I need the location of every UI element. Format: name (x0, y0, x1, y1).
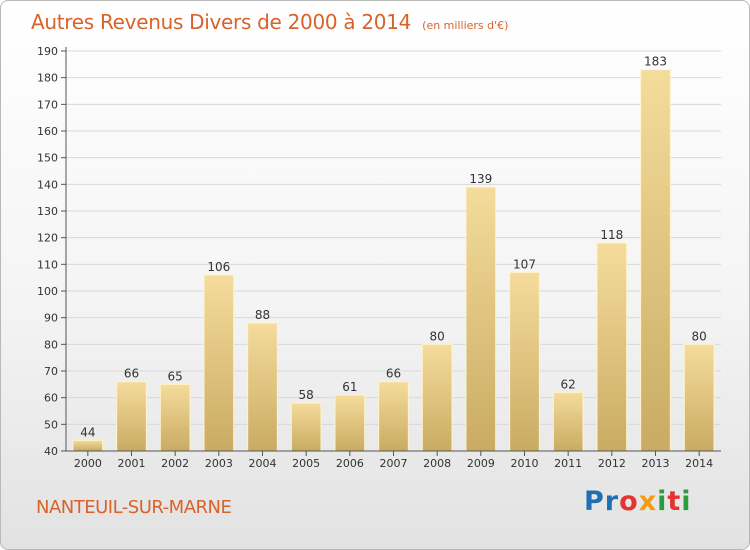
value-label-2010: 107 (513, 257, 536, 271)
bar-2003[interactable] (203, 274, 235, 452)
title-row: Autres Revenus Divers de 2000 à 2014 (en… (31, 10, 508, 34)
bar-2002[interactable] (159, 383, 191, 452)
y-tick-label-70: 70 (44, 365, 58, 378)
value-label-2000: 44 (80, 425, 95, 439)
x-tick-label-2002: 2002 (161, 457, 189, 470)
x-tick-label-2007: 2007 (380, 457, 408, 470)
x-tick-label-2001: 2001 (118, 457, 146, 470)
y-tick-label-150: 150 (37, 152, 58, 165)
y-tick-label-110: 110 (37, 258, 58, 271)
y-tick-label-130: 130 (37, 205, 58, 218)
y-tick-label-180: 180 (37, 72, 58, 85)
x-tick-label-2004: 2004 (249, 457, 277, 470)
y-tick-label-60: 60 (44, 392, 58, 405)
y-tick-label-190: 190 (37, 45, 58, 58)
value-label-2012: 118 (600, 228, 623, 242)
proxiti-logo[interactable]: Proxiti (584, 486, 692, 517)
value-label-2006: 61 (342, 380, 357, 394)
value-label-2005: 58 (299, 388, 314, 402)
x-tick-label-2014: 2014 (685, 457, 713, 470)
x-tick-label-2010: 2010 (511, 457, 539, 470)
x-tick-label-2006: 2006 (336, 457, 364, 470)
bar-2012[interactable] (596, 242, 628, 452)
y-tick-label-50: 50 (44, 418, 58, 431)
x-tick-label-2008: 2008 (423, 457, 451, 470)
bar-2005[interactable] (290, 402, 322, 452)
bar-2008[interactable] (421, 343, 453, 452)
x-tick-label-2003: 2003 (205, 457, 233, 470)
bar-2010[interactable] (509, 271, 540, 452)
bar-2011[interactable] (552, 391, 584, 452)
value-label-2003: 106 (207, 260, 230, 274)
value-label-2014: 80 (692, 329, 707, 343)
bar-2009[interactable] (465, 186, 497, 452)
y-tick-label-140: 140 (37, 178, 58, 191)
town-name: NANTEUIL-SUR-MARNE (36, 497, 232, 518)
chart-title: Autres Revenus Divers de 2000 à 2014 (31, 10, 412, 34)
x-tick-label-2011: 2011 (554, 457, 582, 470)
x-tick-label-2000: 2000 (74, 457, 102, 470)
value-label-2007: 66 (386, 367, 401, 381)
x-tick-label-2005: 2005 (292, 457, 320, 470)
y-tick-label-80: 80 (44, 338, 58, 351)
bar-2001[interactable] (116, 381, 147, 452)
value-label-2008: 80 (430, 329, 445, 343)
bar-layer: 44 66 65 106 88 58 61 66 80 139 107 62 118 183 80 (72, 55, 715, 452)
value-label-2004: 88 (255, 308, 270, 322)
y-tick-label-40: 40 (44, 445, 58, 458)
value-label-2013: 183 (644, 55, 667, 69)
y-tick-label-90: 90 (44, 312, 58, 325)
value-label-2009: 139 (469, 172, 492, 186)
bar-2004[interactable] (247, 322, 278, 452)
x-tick-label-2009: 2009 (467, 457, 495, 470)
chart-subtitle: (en milliers d'€) (422, 19, 509, 32)
y-tick-label-120: 120 (37, 232, 58, 245)
y-tick-label-100: 100 (37, 285, 58, 298)
x-tick-label-2013: 2013 (642, 457, 670, 470)
bar-2007[interactable] (378, 381, 409, 452)
value-label-2001: 66 (124, 367, 139, 381)
bar-2006[interactable] (334, 394, 366, 452)
bar-2014[interactable] (683, 343, 715, 452)
axis-layer: 40 50 60 70 80 90 100 110 120 130 140 150 160 170 180 1… (37, 45, 721, 470)
x-tick-label-2012: 2012 (598, 457, 626, 470)
y-tick-label-170: 170 (37, 98, 58, 111)
value-label-2002: 65 (168, 369, 183, 383)
bar-2013[interactable] (640, 69, 671, 452)
bar-2000[interactable] (72, 439, 104, 452)
value-label-2011: 62 (561, 377, 576, 391)
y-tick-label-160: 160 (37, 125, 58, 138)
